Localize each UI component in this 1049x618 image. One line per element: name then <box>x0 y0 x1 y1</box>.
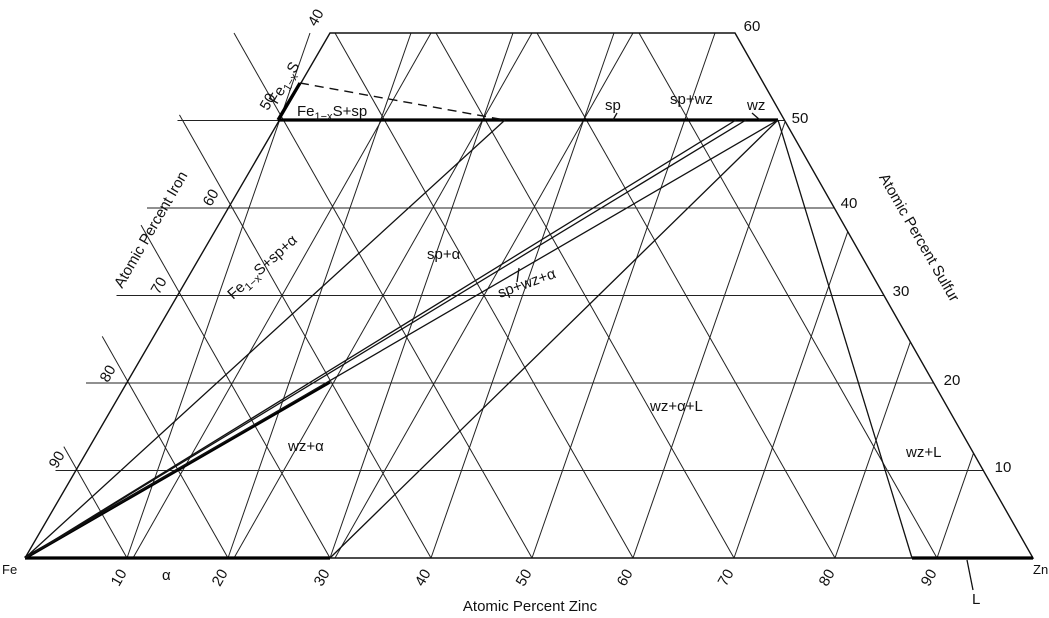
wz-leader-line <box>751 112 761 121</box>
bottom-tick-60: 60 <box>614 566 637 589</box>
bottom-tick-30: 30 <box>311 566 334 589</box>
bottom-tick-90: 90 <box>918 566 941 589</box>
bottom-tick-70: 70 <box>715 566 738 589</box>
grid-diagonal-line <box>140 224 331 559</box>
grid-diagonal-line <box>63 446 128 559</box>
right-tick-30: 30 <box>893 283 910 300</box>
left-tick-labels: 40 50 60 70 80 90 <box>46 6 328 471</box>
grid-diagonal-line <box>936 453 974 559</box>
phase-sp-alpha: sp+α <box>427 246 461 263</box>
left-tick-70: 70 <box>148 274 171 297</box>
grid-diagonal-line <box>179 114 432 559</box>
left-tick-40: 40 <box>305 6 328 29</box>
grid-diagonal-line <box>101 336 229 559</box>
phase-sp-wz-alpha: sp+wz+α <box>496 265 559 302</box>
phase-L: L <box>972 591 980 608</box>
L-leader-line <box>966 559 974 591</box>
tie-line-4 <box>24 119 779 559</box>
sp-wz-alpha-leader-line <box>516 267 520 283</box>
right-tick-labels: 60 50 40 30 20 10 <box>744 18 1012 476</box>
phase-fe1xs-sp: Fe1−xS+sp <box>297 103 367 123</box>
grid-diagonal-line <box>632 121 786 559</box>
axis-title-iron: Atomic Percent Iron <box>111 168 192 291</box>
phase-fe1xs-sp-alpha: Fe1−xS+sp+α <box>224 232 303 306</box>
axis-title-sulfur: Atomic Percent Sulfur <box>875 171 962 305</box>
triangle-frame <box>24 32 1035 559</box>
bottom-tick-80: 80 <box>816 566 839 589</box>
bottom-tick-50: 50 <box>513 566 536 589</box>
right-tick-50: 50 <box>792 110 809 127</box>
tie-line-3 <box>24 119 747 559</box>
sp-leader-line <box>612 112 618 121</box>
bottom-tick-20: 20 <box>209 566 232 589</box>
phase-wz: wz <box>746 97 765 114</box>
tie-line-5 <box>329 119 779 559</box>
dashed-boundary <box>299 82 506 121</box>
phase-wz-alpha: wz+α <box>287 438 324 455</box>
right-tick-60: 60 <box>744 18 761 35</box>
phase-sp: sp <box>605 97 621 114</box>
bottom-tick-labels: 10 20 30 40 50 60 70 80 90 <box>108 566 941 589</box>
tie-line-2 <box>24 119 737 559</box>
phase-alpha: α <box>162 567 171 584</box>
right-tick-10: 10 <box>995 459 1012 476</box>
left-tick-80: 80 <box>97 362 120 385</box>
right-tick-40: 40 <box>841 195 858 212</box>
vertex-zn-label: Zn <box>1033 562 1048 577</box>
left-tick-60: 60 <box>200 186 223 209</box>
fe1xs-phase-line <box>276 82 302 121</box>
left-tick-50: 50 <box>257 90 280 113</box>
grid-diagonal-line <box>733 231 849 559</box>
phase-sp-wz: sp+wz <box>670 91 713 108</box>
axis-title-zinc: Atomic Percent Zinc <box>463 598 598 615</box>
phase-wz-alpha-L: wz+α+L <box>649 398 703 415</box>
phase-wz-L: wz+L <box>905 444 941 461</box>
tie-line-1 <box>24 119 506 559</box>
grid-diagonal-line <box>834 341 911 559</box>
tie-line-6 <box>777 119 913 559</box>
bottom-tick-40: 40 <box>412 566 435 589</box>
vertex-fe-label: Fe <box>2 562 17 577</box>
bottom-tick-10: 10 <box>108 566 131 589</box>
composition-grid <box>55 32 984 559</box>
left-tick-90: 90 <box>46 448 69 471</box>
right-tick-20: 20 <box>944 372 961 389</box>
